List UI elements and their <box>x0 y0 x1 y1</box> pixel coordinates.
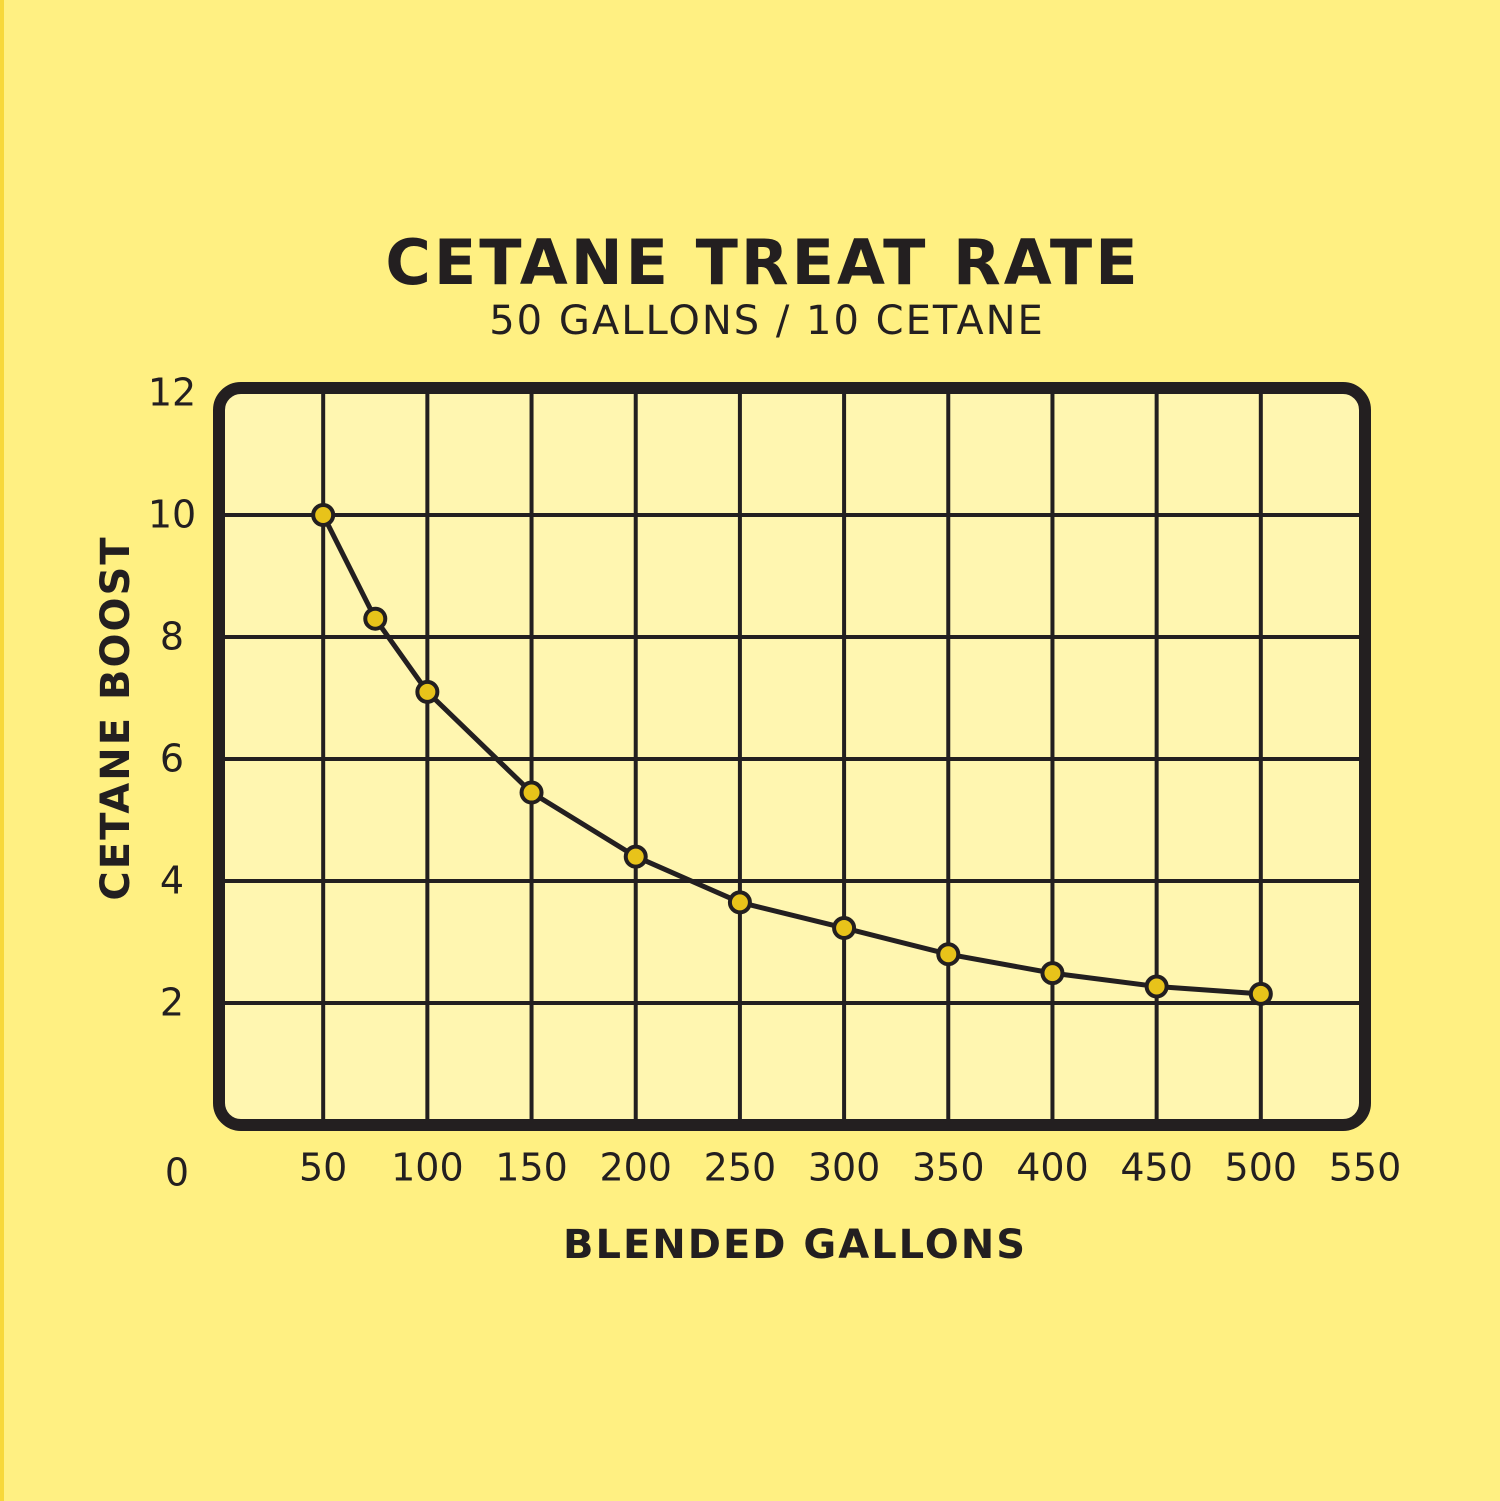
y-tick-label: 4 <box>160 859 184 903</box>
data-point <box>1144 974 1169 999</box>
data-point <box>519 780 544 805</box>
x-tick-label: 50 <box>299 1146 347 1190</box>
data-point <box>415 679 440 704</box>
data-point <box>936 942 961 967</box>
y-tick-label: 10 <box>148 493 196 537</box>
x-axis-label: BLENDED GALLONS <box>563 1222 1027 1268</box>
chart-title: CETANE TREAT RATE <box>385 226 1140 299</box>
data-point <box>1040 961 1065 986</box>
plot-area <box>219 388 1365 1125</box>
x-tick-label: 150 <box>495 1146 568 1190</box>
data-point <box>1248 981 1273 1006</box>
y-tick-label: 2 <box>160 981 184 1025</box>
x-tick-label: 100 <box>391 1146 464 1190</box>
y-tick-label: 12 <box>148 371 196 415</box>
data-point <box>832 915 857 940</box>
y-axis-label: CETANE BOOST <box>93 535 139 900</box>
data-point <box>727 890 752 915</box>
y-tick-label: 8 <box>160 615 184 659</box>
x-tick-label: 250 <box>704 1146 777 1190</box>
data-point <box>311 503 336 527</box>
x-tick-label: 550 <box>1329 1146 1402 1190</box>
data-point <box>363 606 388 631</box>
chart-subtitle: 50 GALLONS / 10 CETANE <box>489 298 1045 344</box>
y-tick-label: 6 <box>160 737 184 781</box>
x-tick-label: 200 <box>599 1146 672 1190</box>
x-tick-label: 400 <box>1016 1146 1089 1190</box>
edge <box>0 0 4 1501</box>
x-tick-label: 350 <box>912 1146 985 1190</box>
y-tick-label: 0 <box>165 1151 189 1195</box>
x-tick-label: 300 <box>808 1146 881 1190</box>
data-point <box>623 844 648 869</box>
x-tick-label: 500 <box>1225 1146 1298 1190</box>
plot-border <box>213 382 1371 1131</box>
x-tick-label: 450 <box>1120 1146 1193 1190</box>
